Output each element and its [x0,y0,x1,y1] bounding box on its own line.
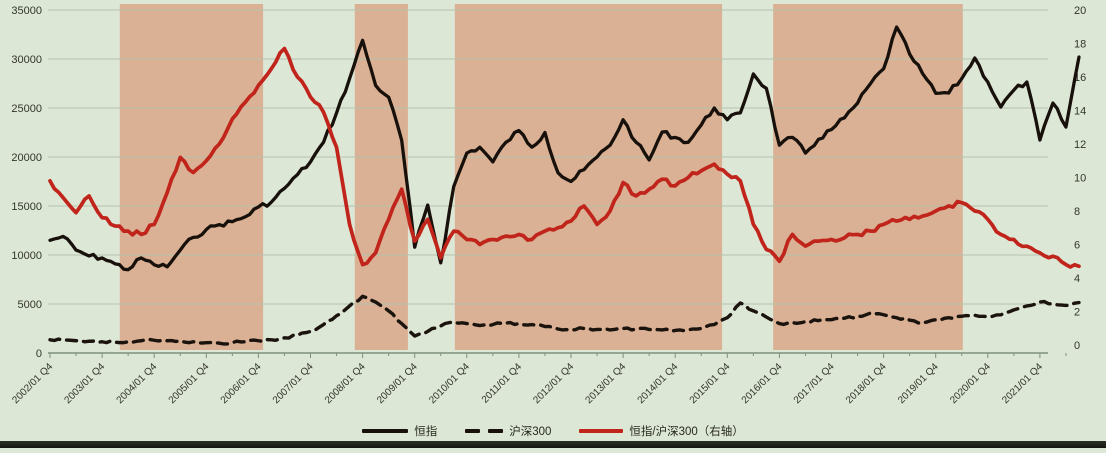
series-line-1 [48,294,1081,346]
y-right-tick-label: 4 [1074,273,1080,285]
x-tick-label: 2009/01 Q4 [375,361,420,406]
x-tick-label: 2013/01 Q4 [583,361,628,406]
x-tick-label: 2012/01 Q4 [531,361,576,406]
x-tick-label: 2015/01 Q4 [688,361,733,406]
x-tick-label: 2005/01 Q4 [167,361,212,406]
x-tick-label: 2010/01 Q4 [427,361,472,406]
x-tick-label: 2016/01 Q4 [740,361,785,406]
legend-label-ratio: 恒指/沪深300（右轴） [629,426,744,438]
solid-line-swatch-icon [362,429,409,433]
y-right-tick-label: 14 [1074,106,1086,118]
legend-label-hsi: 恒指 [414,426,438,438]
x-tick-label: 2018/01 Q4 [844,361,889,406]
highlight-bands [119,4,963,350]
y-right-tick-label: 20 [1074,5,1086,17]
legend-item-csi300: 沪深300 [465,423,551,439]
y-right-tick-label: 18 [1074,39,1086,51]
y-left-tick-label: 0 [36,348,42,360]
x-tick-label: 2021/01 Q4 [1000,361,1045,406]
red-line-swatch-icon [579,428,624,434]
x-tick-label: 2007/01 Q4 [271,361,316,406]
y-left-tick-label: 20000 [11,152,42,164]
y-right-tick-label: 0 [1074,340,1080,352]
y-axis-left-labels: 35000 30000 25000 20000 15000 10000 5000 0 [11,5,42,360]
highlight-band [773,4,963,350]
x-tick-label: 2003/01 Q4 [62,361,107,406]
series-line-2 [48,46,1081,269]
x-tick-label: 2014/01 Q4 [636,361,681,406]
x-tick-label: 2011/01 Q4 [480,361,525,406]
x-tick-label: 2020/01 Q4 [948,361,993,406]
x-tick-label: 2008/01 Q4 [323,361,368,406]
legend-item-hsi: 恒指 [362,423,437,439]
y-right-tick-label: 8 [1074,206,1080,218]
y-left-tick-label: 15000 [11,201,42,213]
bottom-edge-bar [0,441,1106,448]
legend-label-csi300: 沪深300 [509,426,552,438]
x-tick-label: 2006/01 Q4 [219,361,264,406]
series-line-0 [48,25,1081,272]
highlight-band [354,4,408,350]
y-left-tick-label: 10000 [11,250,42,262]
gridlines [48,9,1048,354]
y-left-tick-label: 25000 [11,103,42,115]
highlight-band [119,4,264,350]
y-left-tick-label: 35000 [11,5,42,17]
x-tick-label: 2017/01 Q4 [792,361,837,406]
x-tick-label: 2002/01 Q4 [10,361,55,406]
y-right-tick-label: 2 [1074,307,1080,319]
y-left-tick-label: 5000 [18,299,42,311]
y-left-tick-label: 30000 [11,54,42,66]
highlight-band [454,4,723,350]
x-tick-label: 2004/01 Q4 [115,361,160,406]
legend-item-ratio: 恒指/沪深300（右轴） [579,423,744,439]
x-tick-label: 2019/01 Q4 [896,361,941,406]
dashed-line-swatch-icon [465,428,504,434]
x-axis-labels: 2002/01 Q4 2003/01 Q4 2004/01 Q4 2005/01 Q4… [10,353,1067,406]
chart-legend: 恒指 沪深300 恒指/沪深300（右轴） [0,421,1106,441]
y-right-tick-label: 6 [1074,240,1080,252]
y-right-tick-label: 10 [1074,173,1086,185]
y-right-tick-label: 12 [1074,139,1086,151]
